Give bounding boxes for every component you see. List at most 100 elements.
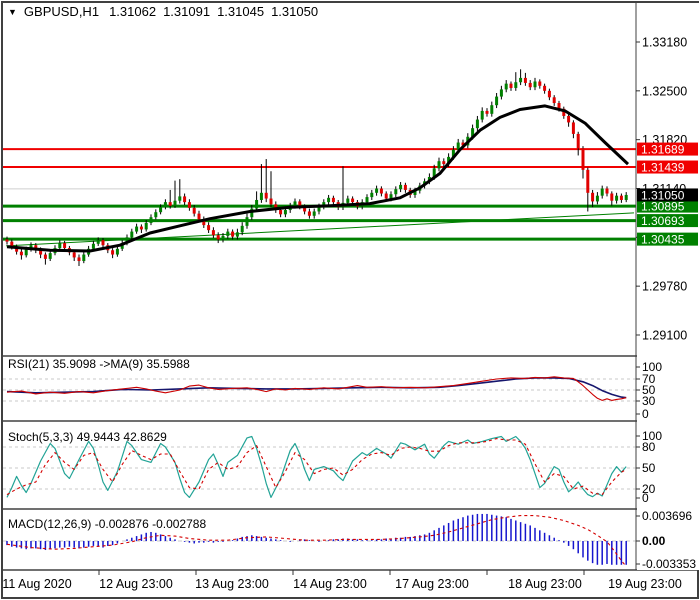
svg-text:1.31050: 1.31050 [641, 188, 685, 202]
ma-line [6, 104, 630, 253]
candle [514, 82, 518, 88]
candle [264, 192, 268, 199]
candle [58, 243, 62, 249]
candle [475, 119, 479, 129]
candle [389, 194, 393, 199]
svg-text:0.00: 0.00 [642, 534, 666, 548]
candle [471, 128, 475, 137]
candle [365, 197, 369, 203]
rsi-panel: RSI(21) 35.9098 ->MA(9) 35.5988 [3, 357, 636, 402]
candle [576, 133, 580, 149]
candle [235, 232, 239, 237]
level-lines[interactable] [3, 148, 636, 241]
candle [120, 243, 124, 249]
plot-area[interactable] [3, 3, 636, 356]
candle [610, 193, 614, 201]
candle [91, 243, 95, 249]
candle [274, 204, 278, 211]
candle [216, 235, 220, 240]
candle [322, 202, 326, 207]
candle [595, 195, 599, 202]
candle [437, 161, 441, 169]
candle [557, 103, 561, 109]
price-level-badge: 1.31689 [637, 142, 698, 157]
price-level-badge: 1.30435 [637, 232, 698, 247]
svg-text:13 Aug 23:00: 13 Aug 23:00 [195, 577, 269, 591]
svg-text:20: 20 [642, 482, 656, 496]
candle [432, 168, 436, 178]
candle [307, 211, 311, 216]
price-axis-area[interactable] [637, 3, 699, 570]
svg-text:50: 50 [642, 461, 656, 475]
candle [533, 81, 537, 88]
candle [399, 184, 403, 190]
svg-text:17 Aug 23:00: 17 Aug 23:00 [395, 577, 469, 591]
stoch-panel: Stoch(5,3,3) 49.9443 42.8629 [3, 430, 636, 498]
svg-text:RSI(21) 35.9098 ->MA(9) 35.59: RSI(21) 35.9098 ->MA(9) 35.5988 [8, 357, 190, 371]
time-axis[interactable]: 11 Aug 2020 12 Aug 23:00 13 Aug 23:00 14 Au… [2, 570, 682, 591]
candle [255, 199, 259, 209]
candle [351, 198, 355, 203]
quote-high: 1.31091 [163, 4, 211, 19]
candle [615, 195, 619, 201]
candle [403, 184, 407, 190]
candle [312, 211, 316, 216]
candle [207, 225, 211, 231]
svg-text:100: 100 [642, 429, 662, 443]
candle [490, 105, 494, 114]
candle [115, 248, 119, 255]
candle [427, 177, 431, 182]
candle [111, 250, 115, 255]
candle [250, 208, 254, 218]
candle [63, 243, 67, 249]
candle [15, 246, 19, 252]
candle [178, 196, 182, 201]
candle [197, 213, 201, 220]
svg-text:MACD(12,26,9) -0.002876 -0.002: MACD(12,26,9) -0.002876 -0.002788 [8, 517, 206, 531]
candle [43, 254, 47, 259]
candle [317, 206, 321, 212]
svg-text:1.29780: 1.29780 [642, 280, 687, 294]
candle [624, 194, 628, 200]
svg-text:100: 100 [642, 360, 662, 374]
candle [528, 82, 532, 88]
candle [552, 97, 556, 104]
candle [379, 188, 383, 194]
candle [293, 201, 297, 206]
svg-text:1.31689: 1.31689 [641, 143, 685, 157]
svg-text:19 Aug 23:00: 19 Aug 23:00 [608, 577, 682, 591]
candle [303, 206, 307, 212]
svg-text:1.29100: 1.29100 [642, 328, 687, 342]
candle [461, 142, 465, 146]
svg-text:-0.003353: -0.003353 [642, 557, 696, 571]
candle [24, 249, 28, 256]
candle [139, 226, 143, 230]
candle [245, 217, 249, 226]
candle [149, 217, 153, 223]
candle [5, 239, 9, 242]
candle [82, 254, 86, 262]
candle [39, 250, 43, 255]
candle [173, 200, 177, 206]
candle [605, 188, 609, 194]
candle [96, 240, 100, 244]
main-price-panel[interactable] [3, 3, 640, 356]
candle [567, 115, 571, 123]
candle [480, 110, 484, 120]
candle [413, 190, 417, 195]
candle [202, 219, 206, 226]
current-price-badge: 1.31050 [637, 188, 698, 202]
candle [231, 231, 235, 237]
candle [619, 195, 623, 200]
candle [591, 192, 595, 202]
svg-text:50: 50 [642, 383, 656, 397]
candle [163, 202, 167, 208]
symbol-dropdown-icon[interactable]: ▼ [8, 6, 17, 17]
candle [226, 231, 230, 236]
svg-text:1.32500: 1.32500 [642, 84, 687, 98]
price-axis[interactable]: 1.331801.325001.318201.311401.297801.291… [636, 3, 699, 571]
price-level-badge: 1.31439 [637, 160, 698, 175]
svg-text:14 Aug 23:00: 14 Aug 23:00 [293, 577, 367, 591]
candle [538, 81, 542, 86]
